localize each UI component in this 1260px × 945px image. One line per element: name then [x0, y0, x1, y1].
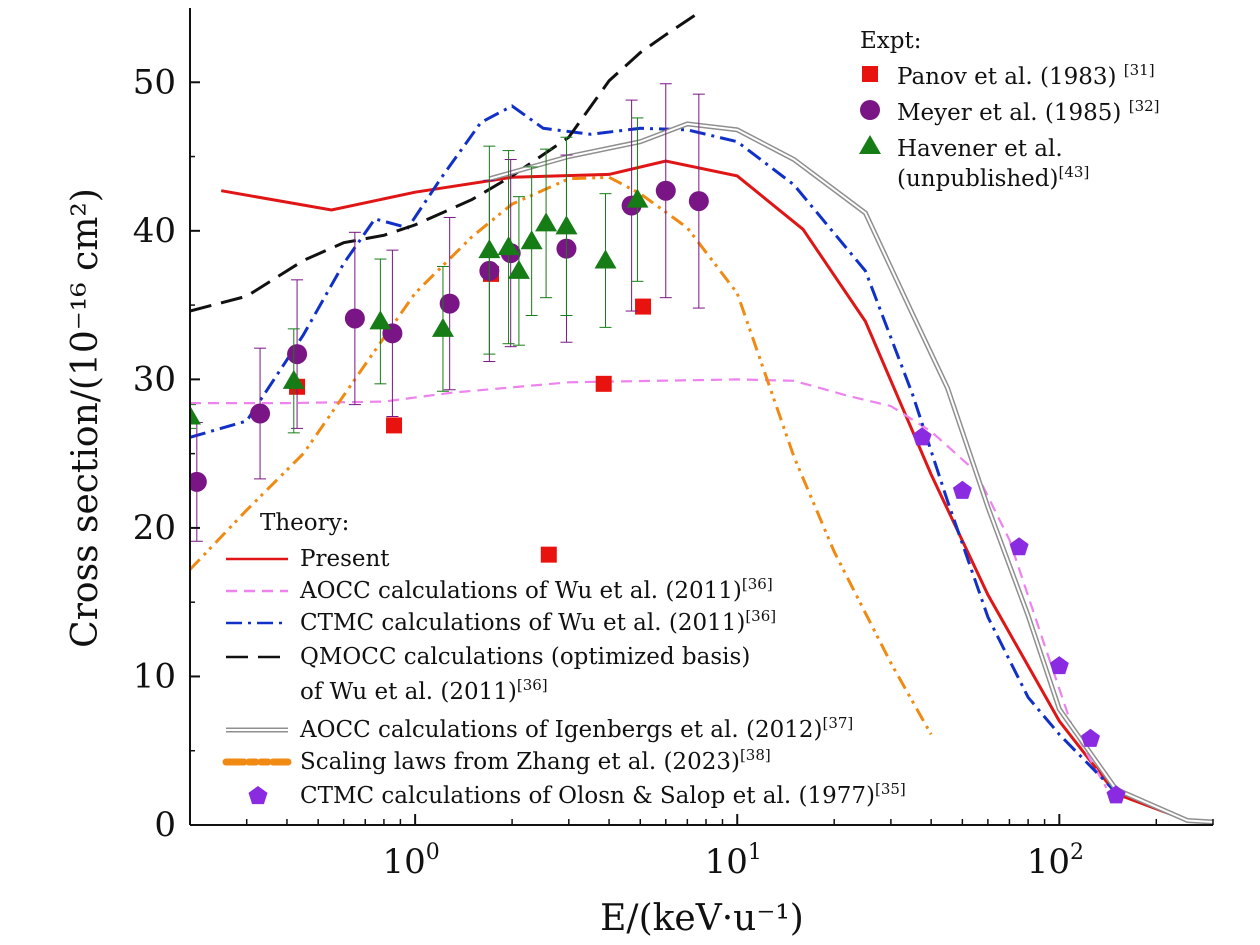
- y-tick-label: 40: [133, 211, 176, 251]
- x-axis-title: E/(keV·u⁻¹): [600, 898, 804, 939]
- curve-5: [190, 175, 933, 736]
- y-tick-label: 20: [133, 508, 176, 548]
- olson-salop-point: [1106, 785, 1126, 804]
- theory-curves: [190, 12, 1213, 825]
- legend-theory-label: CTMC calculations of Wu et al. (2011)[36…: [300, 607, 776, 636]
- curve-1: [190, 378, 1108, 789]
- experiment-point-2: [520, 230, 543, 250]
- x-tick-label: 102: [1027, 840, 1084, 882]
- curve-2: [190, 104, 1118, 794]
- y-tick-label: 50: [133, 62, 176, 102]
- experiment-point-2: [369, 310, 392, 330]
- plot-frame: [189, 8, 1213, 826]
- legend-expt-label: Panov et al. (1983) [31]: [897, 61, 1155, 90]
- olson-salop-point: [1009, 537, 1029, 556]
- legend-theory-heading: Theory:: [260, 510, 349, 536]
- legend-theory-label-line2: of Wu et al. (2011)[36]: [300, 676, 548, 705]
- experiment-point-1: [190, 471, 207, 492]
- legend-marker-triangle: [859, 135, 881, 154]
- experiment-point-2: [594, 249, 617, 269]
- y-axis-title: Cross section/(10⁻¹⁶ cm²): [65, 188, 106, 648]
- legend-expt-label-line2: (unpublished)[43]: [897, 163, 1089, 192]
- curve-igenbergs-inner: [489, 122, 1213, 823]
- legend-marker-pentagon: [248, 786, 268, 805]
- experiment-point-2: [478, 239, 501, 259]
- experiment-point-1: [344, 308, 365, 329]
- experiment-point-2: [282, 369, 305, 389]
- olson-salop-point: [952, 480, 972, 499]
- legend-theory-label: AOCC calculations of Wu et al. (2011)[36…: [299, 575, 773, 604]
- experiment-point-2: [431, 317, 454, 337]
- experiment-point-1: [439, 293, 460, 314]
- legend-theory-label: Scaling laws from Zhang et al. (2023)[38…: [300, 746, 771, 775]
- olson-salop-point: [1081, 728, 1100, 747]
- legend-expt-heading: Expt:: [860, 28, 921, 54]
- x-tick-label: 101: [705, 840, 762, 882]
- experiment-point-2: [497, 236, 520, 256]
- experiment-point-0: [595, 375, 612, 392]
- y-tick-label: 30: [133, 359, 176, 399]
- experiment-point-0: [386, 417, 403, 434]
- experiment-points: [190, 83, 1126, 804]
- legend-marker-circle: [860, 100, 880, 120]
- experiment-point-0: [540, 546, 557, 563]
- experiment-point-2: [626, 188, 649, 208]
- experiment-point-2: [535, 212, 558, 232]
- legend-theory-label: AOCC calculations of Igenbergs et al. (2…: [299, 714, 853, 743]
- experiment-point-2: [190, 405, 201, 425]
- y-tick-label: 0: [154, 805, 176, 845]
- legend-theory-label: QMOCC calculations (optimized basis): [300, 644, 750, 670]
- curve-0: [220, 159, 1177, 818]
- legend-theory-label: CTMC calculations of Olosn & Salop et al…: [300, 780, 906, 809]
- olson-salop-point: [912, 427, 932, 446]
- experiment-point-2: [555, 215, 578, 235]
- axis-ticks: 0 10 20 30 40 50 100 101 102: [133, 62, 1214, 882]
- legend-theory-label: Present: [300, 546, 390, 572]
- legend-marker-square: [862, 66, 878, 82]
- legend: Expt: Panov et al. (1983) [31] Meyer et al…: [222, 28, 1160, 809]
- x-tick-label: 100: [383, 840, 440, 882]
- y-tick-label: 10: [133, 656, 176, 696]
- experiment-point-1: [655, 180, 676, 201]
- legend-expt-label: Meyer et al. (1985) [32]: [897, 97, 1160, 126]
- curve-3: [190, 12, 698, 313]
- experiment-point-0: [635, 298, 652, 315]
- experiment-point-2: [507, 259, 530, 279]
- experiment-point-1: [688, 191, 709, 212]
- experiment-point-1: [287, 344, 308, 365]
- olson-salop-point: [1049, 656, 1069, 675]
- legend-expt-label: Havener et al.: [897, 136, 1063, 162]
- experiment-point-1: [250, 403, 271, 424]
